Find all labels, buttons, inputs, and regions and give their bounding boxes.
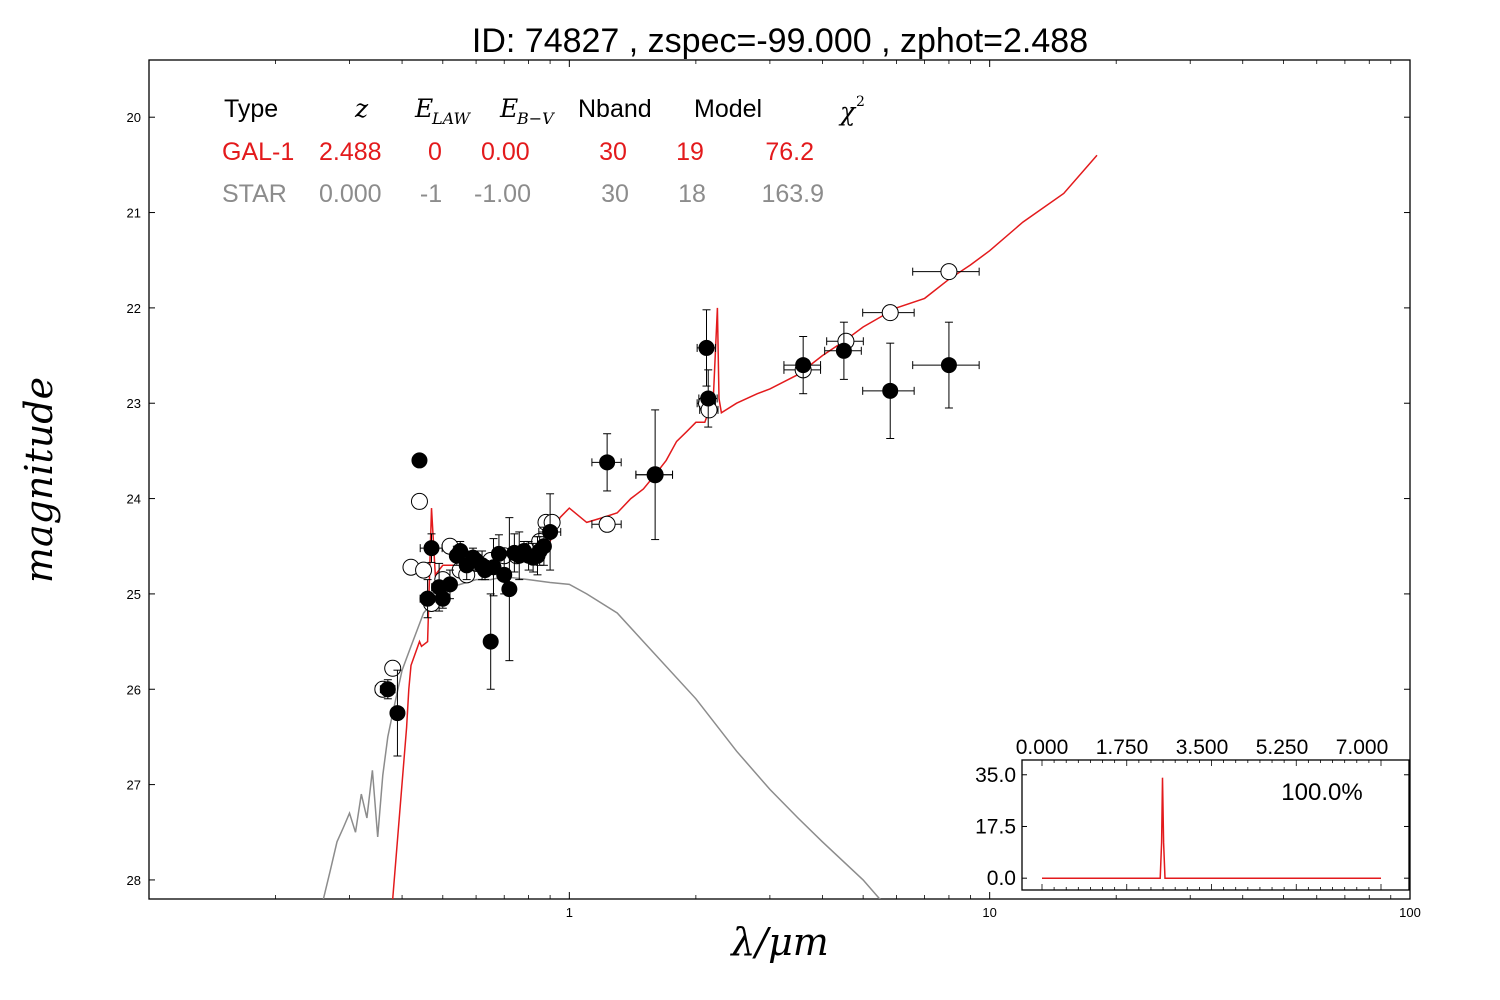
observed-point [647, 466, 664, 483]
inset-pdf-line [1042, 777, 1381, 879]
table-header-model: Model [694, 95, 762, 123]
observed-point [882, 382, 899, 399]
star-chi2: 163.9 [761, 180, 824, 208]
x-axis-label: λ/μm [729, 920, 829, 964]
gal-ebv: 0.00 [481, 138, 530, 166]
y-tick-label: 23 [127, 396, 141, 411]
star-nband: 30 [601, 180, 629, 208]
table-header-elaw: E LAW [414, 94, 472, 128]
inset-x-tick-label: 1.750 [1096, 736, 1149, 759]
model-point [940, 263, 958, 281]
svg-text:E: E [414, 94, 433, 123]
observed-point [700, 390, 717, 407]
y-tick-label: 27 [127, 778, 141, 793]
inset-ticks: 0.000 1.750 3.500 5.250 7.000 35.0 17.5 0.0 [975, 736, 1409, 890]
gal-nband: 30 [599, 138, 627, 166]
inset-frame [1021, 759, 1410, 891]
svg-text:2: 2 [856, 94, 865, 110]
model-point [881, 304, 899, 322]
y-tick-label: 22 [127, 301, 141, 316]
model-point [415, 561, 433, 579]
observed-point [535, 538, 552, 555]
observed-point [389, 705, 406, 722]
star-model: 18 [678, 180, 706, 208]
sed-line-star [322, 575, 881, 899]
fit-table: Type z E LAW E B−V Nband Model χ 2 GAL-1… [222, 94, 865, 208]
y-tick-label: 24 [127, 492, 141, 507]
inset-x-tick-label: 0.000 [1016, 736, 1069, 759]
plot-frame [148, 59, 1411, 900]
svg-text:LAW: LAW [431, 109, 472, 128]
svg-text:E: E [499, 94, 518, 123]
x-tick-label: 10 [982, 905, 996, 920]
inset-y-tick-label: 35.0 [975, 764, 1016, 787]
inset-y-tick-label: 0.0 [987, 867, 1016, 890]
observed-point [940, 357, 957, 374]
inset-y-tick-label: 17.5 [975, 815, 1016, 838]
y-tick-label: 20 [127, 110, 141, 125]
sed-line-gal-1 [391, 154, 1098, 899]
y-tick-label: 26 [127, 682, 141, 697]
model-point [410, 492, 428, 510]
gal-chi2: 76.2 [765, 138, 814, 166]
svg-text:B−V: B−V [516, 109, 555, 128]
star-ebv: -1.00 [474, 180, 531, 208]
observed-point [411, 452, 428, 469]
table-header-chi2: χ 2 [838, 94, 865, 126]
x-tick-label: 100 [1399, 905, 1421, 920]
observed-point [441, 576, 458, 593]
star-z: 0.000 [319, 180, 382, 208]
star-elaw: -1 [420, 180, 442, 208]
gal-type: GAL-1 [222, 138, 294, 166]
inset-x-tick-label: 3.500 [1176, 736, 1229, 759]
y-tick-label: 25 [127, 587, 141, 602]
observed-point [795, 357, 812, 374]
observed-point [482, 633, 499, 650]
observed-point [698, 339, 715, 356]
table-header-nband: Nband [578, 95, 652, 123]
star-type: STAR [222, 180, 287, 208]
table-header-ebv: E B−V [499, 94, 555, 128]
model-point [598, 515, 616, 533]
observed-point [599, 454, 616, 471]
inset-x-tick-label: 5.250 [1256, 736, 1309, 759]
gal-elaw: 0 [428, 138, 442, 166]
inset-x-tick-label: 7.000 [1336, 736, 1389, 759]
observed-point [496, 566, 513, 583]
svg-text:χ: χ [838, 97, 857, 126]
inset-annotation: 100.0% [1281, 779, 1362, 806]
inset-pdf-curve [1042, 777, 1381, 879]
table-header-type: Type [224, 95, 278, 123]
model-point [384, 659, 402, 677]
y-axis-label: magnitude [17, 377, 61, 583]
observed-point [379, 681, 396, 698]
observed-point [423, 540, 440, 557]
y-tick-label: 21 [127, 206, 141, 221]
observed-point [835, 342, 852, 359]
table-header-z: z [354, 94, 369, 123]
gal-z: 2.488 [319, 138, 382, 166]
gal-model: 19 [676, 138, 704, 166]
photometry-points [374, 263, 980, 757]
x-tick-label: 1 [566, 905, 573, 920]
y-tick-label: 28 [127, 873, 141, 888]
observed-point [501, 581, 518, 598]
observed-point [419, 590, 436, 607]
observed-point [542, 523, 559, 540]
redshift-pdf-inset: 0.000 1.750 3.500 5.250 7.000 35.0 17.5 0.0 100… [975, 736, 1410, 891]
chart-title: ID: 74827 , zspec=-99.000 , zphot=2.488 [472, 22, 1088, 60]
